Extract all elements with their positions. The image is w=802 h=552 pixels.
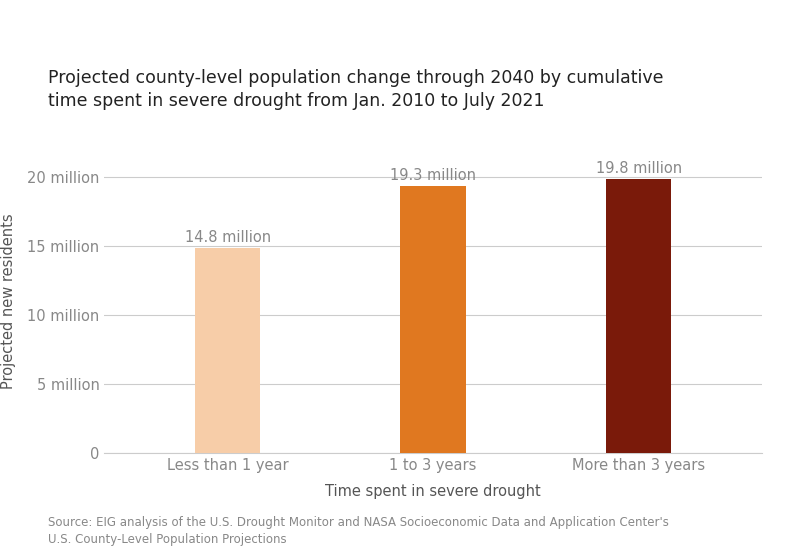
Bar (606, 179, 671, 453)
Text: Source: EIG analysis of the U.S. Drought Monitor and NASA Socioeconomic Data and: Source: EIG analysis of the U.S. Drought… (48, 517, 669, 546)
Bar (195, 248, 261, 453)
Text: Projected county-level population change through 2040 by cumulative
time spent i: Projected county-level population change… (48, 69, 663, 110)
X-axis label: Time spent in severe drought: Time spent in severe drought (325, 484, 541, 498)
Text: 19.8 million: 19.8 million (596, 161, 682, 176)
Text: 19.3 million: 19.3 million (390, 168, 476, 183)
Bar (400, 187, 466, 453)
Text: 14.8 million: 14.8 million (184, 230, 270, 245)
Y-axis label: Projected new residents: Projected new residents (1, 213, 16, 389)
